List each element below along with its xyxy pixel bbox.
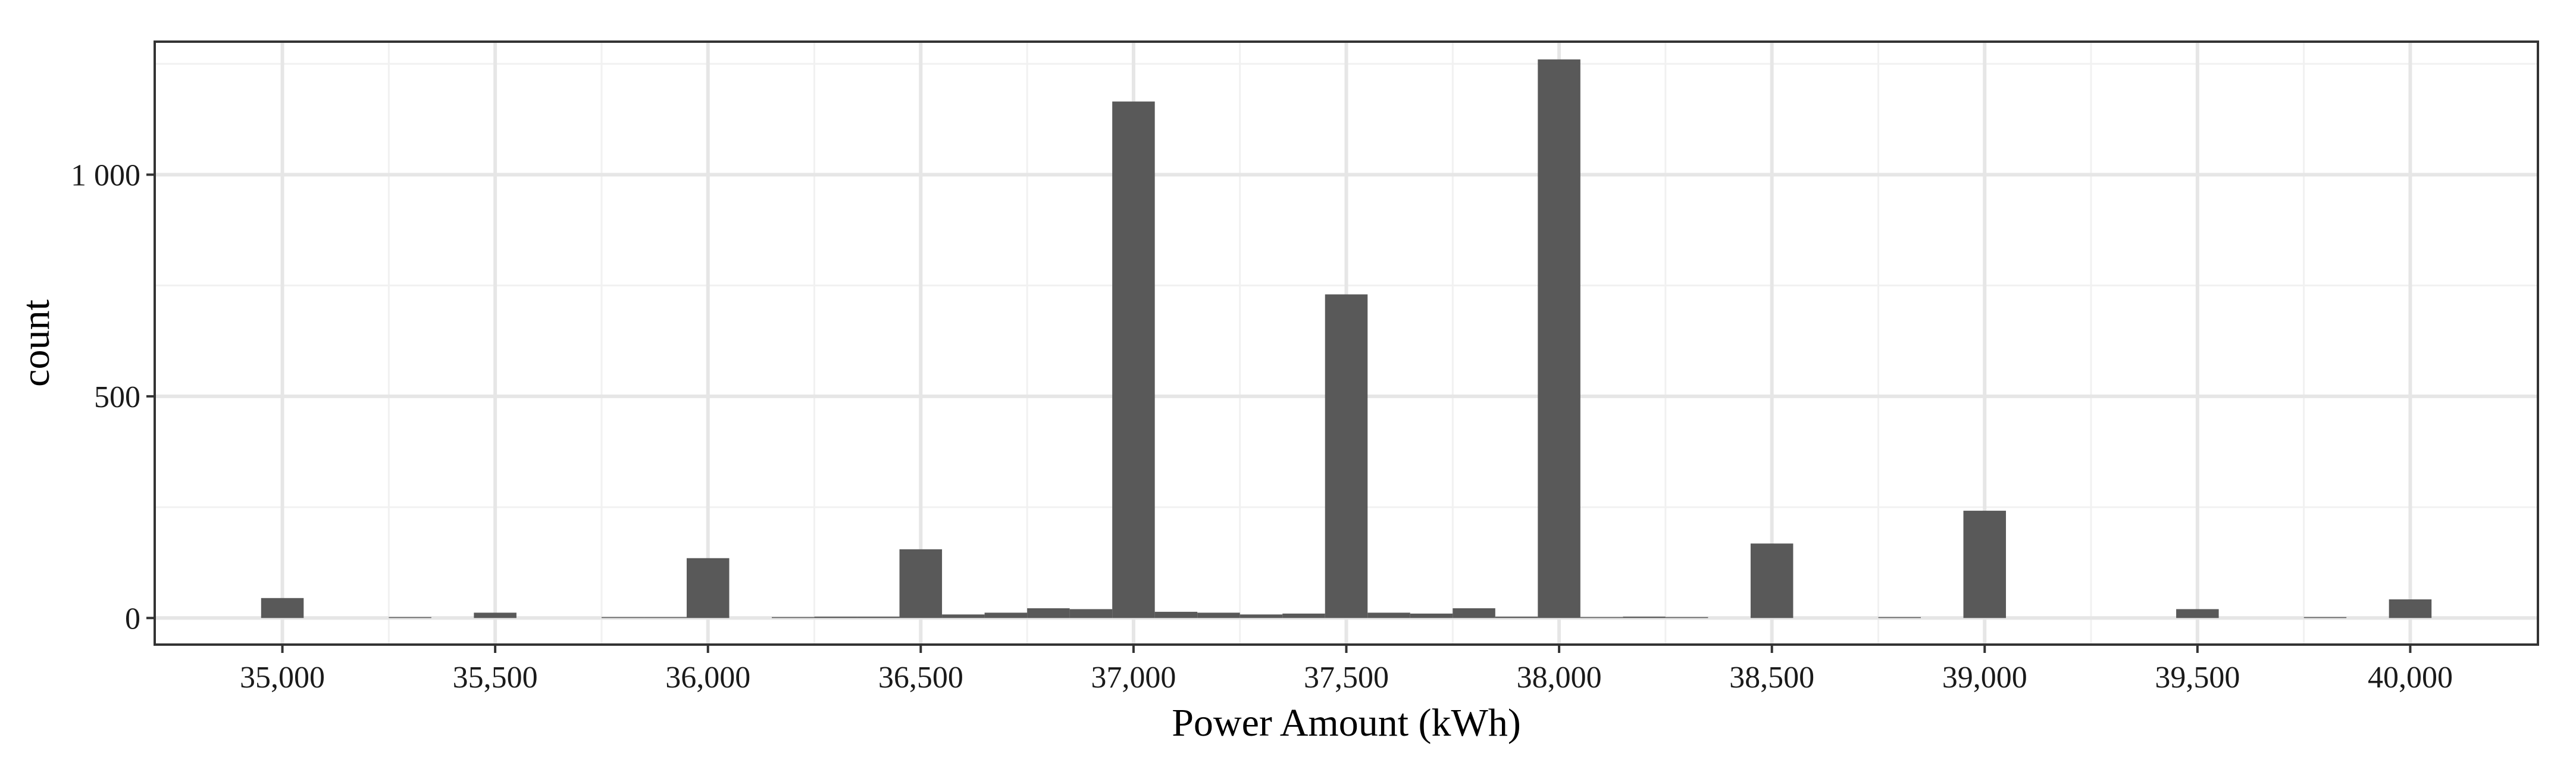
x-tick-label: 38,000 [1517, 661, 1602, 695]
y-tick-label: 0 [125, 602, 140, 636]
x-tick-label: 36,500 [878, 661, 963, 695]
histogram-bar [2176, 609, 2219, 618]
x-tick-label: 36,000 [665, 661, 750, 695]
histogram-bar [2303, 617, 2347, 618]
histogram-bar [1367, 612, 1410, 618]
histogram-bar [1495, 617, 1538, 618]
histogram-bar [1623, 617, 1666, 618]
y-axis-title: count [14, 299, 58, 387]
histogram-bar [942, 614, 985, 618]
x-tick-label: 38,500 [1729, 661, 1814, 695]
histogram-bar [1027, 608, 1070, 618]
histogram-bar [1453, 608, 1495, 618]
histogram-bar [1580, 617, 1623, 618]
histogram-bar [1069, 609, 1113, 618]
histogram-bar [1240, 614, 1283, 618]
histogram-bar [814, 617, 857, 618]
x-tick-label: 37,000 [1091, 661, 1176, 695]
histogram-bar [2389, 599, 2432, 618]
histogram-bar [1878, 617, 1921, 618]
histogram-bar [857, 617, 900, 618]
histogram-bar [1154, 611, 1198, 618]
histogram-bar [772, 617, 815, 618]
histogram-bar [1410, 613, 1453, 618]
x-tick-label: 37,500 [1304, 661, 1389, 695]
x-axis-title: Power Amount (kWh) [1172, 701, 1521, 745]
x-tick-label: 35,000 [240, 661, 325, 695]
histogram-bar [899, 549, 943, 618]
histogram-bar [1112, 101, 1155, 618]
histogram-bar [1325, 294, 1368, 618]
histogram-bar [644, 617, 687, 618]
histogram-bar [261, 598, 304, 618]
histogram-bar [1282, 613, 1325, 618]
histogram-bar [1665, 617, 1708, 618]
histogram-bar [1963, 511, 2007, 618]
histogram-bar [389, 617, 431, 618]
x-tick-label: 39,500 [2155, 661, 2240, 695]
histogram-bar [984, 612, 1028, 618]
x-axis: 35,000 35,500 36,000 36,500 37,000 37,500 38,0… [240, 645, 2453, 695]
histogram-bar [1538, 59, 1580, 618]
histogram-bar [1197, 612, 1240, 618]
x-tick-label: 35,500 [453, 661, 538, 695]
histogram-bars [261, 59, 2432, 618]
x-tick-label: 40,000 [2368, 661, 2453, 695]
histogram-bar [686, 558, 730, 618]
y-axis: 0 500 1 000 [71, 158, 155, 636]
histogram-bar [601, 617, 644, 618]
histogram-bar [1750, 543, 1794, 618]
y-tick-label: 1 000 [71, 158, 140, 192]
histogram-bar [474, 612, 517, 618]
x-tick-label: 39,000 [1942, 661, 2027, 695]
y-tick-label: 500 [94, 380, 140, 414]
